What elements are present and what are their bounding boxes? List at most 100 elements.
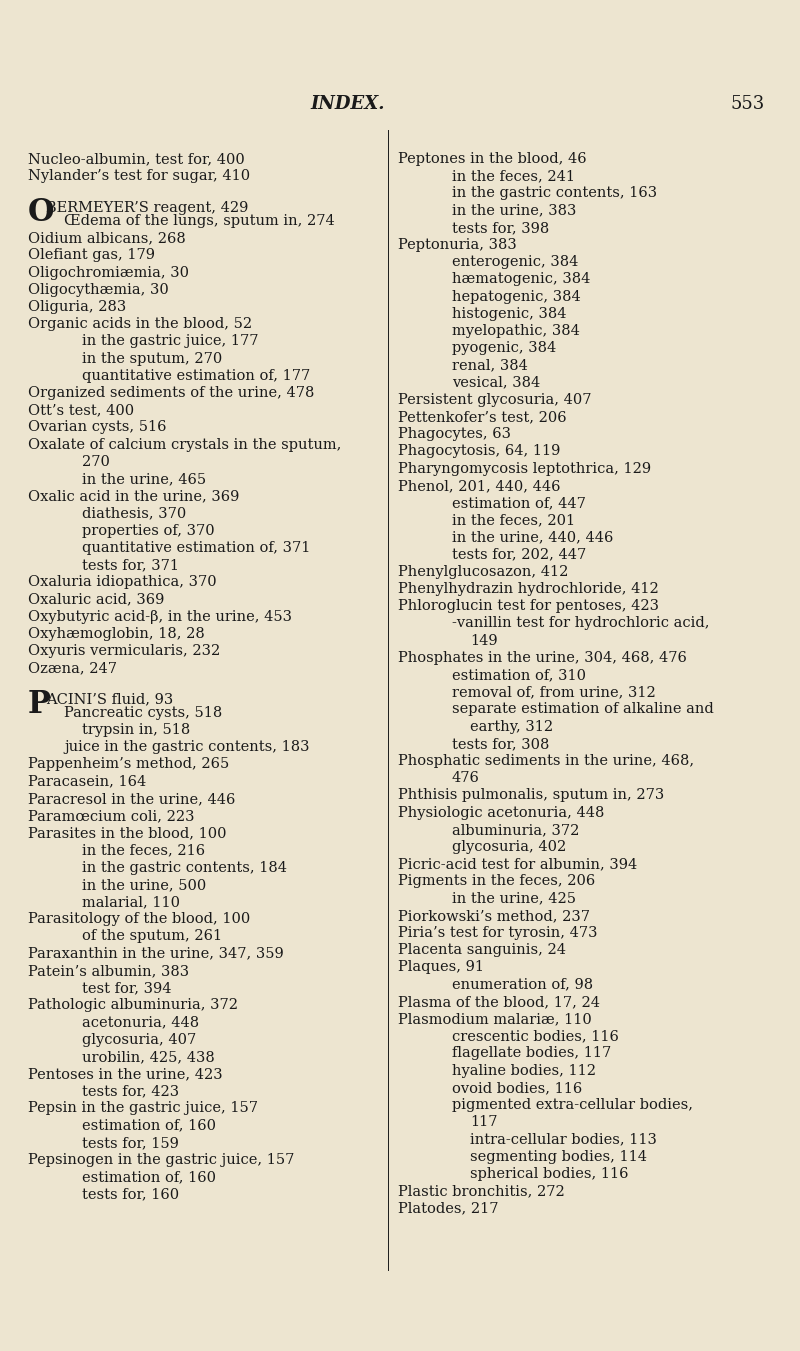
Text: in the feces, 201: in the feces, 201 xyxy=(452,513,575,527)
Text: acetonuria, 448: acetonuria, 448 xyxy=(82,1016,199,1029)
Text: Plastic bronchitis, 272: Plastic bronchitis, 272 xyxy=(398,1183,565,1198)
Text: in the sputum, 270: in the sputum, 270 xyxy=(82,351,222,366)
Text: spherical bodies, 116: spherical bodies, 116 xyxy=(470,1167,629,1181)
Text: separate estimation of alkaline and: separate estimation of alkaline and xyxy=(452,703,714,716)
Text: Olefiant gas, 179: Olefiant gas, 179 xyxy=(28,249,155,262)
Text: O: O xyxy=(28,197,54,228)
Text: Phosphatic sediments in the urine, 468,: Phosphatic sediments in the urine, 468, xyxy=(398,754,694,767)
Text: glycosuria, 407: glycosuria, 407 xyxy=(82,1032,196,1047)
Text: juice in the gastric contents, 183: juice in the gastric contents, 183 xyxy=(64,740,310,754)
Text: pyogenic, 384: pyogenic, 384 xyxy=(452,342,556,355)
Text: Oxalate of calcium crystals in the sputum,: Oxalate of calcium crystals in the sputu… xyxy=(28,438,342,451)
Text: 270: 270 xyxy=(82,455,110,469)
Text: tests for, 371: tests for, 371 xyxy=(82,558,179,571)
Text: Placenta sanguinis, 24: Placenta sanguinis, 24 xyxy=(398,943,566,958)
Text: Picric-acid test for albumin, 394: Picric-acid test for albumin, 394 xyxy=(398,857,638,871)
Text: malarial, 110: malarial, 110 xyxy=(82,896,180,909)
Text: Platodes, 217: Platodes, 217 xyxy=(398,1201,498,1215)
Text: Piria’s test for tyrosin, 473: Piria’s test for tyrosin, 473 xyxy=(398,925,598,940)
Text: Ovarian cysts, 516: Ovarian cysts, 516 xyxy=(28,420,166,434)
Text: Phenol, 201, 440, 446: Phenol, 201, 440, 446 xyxy=(398,478,561,493)
Text: Ott’s test, 400: Ott’s test, 400 xyxy=(28,403,134,417)
Text: histogenic, 384: histogenic, 384 xyxy=(452,307,566,320)
Text: hepatogenic, 384: hepatogenic, 384 xyxy=(452,289,581,304)
Text: in the gastric juice, 177: in the gastric juice, 177 xyxy=(82,334,258,349)
Text: -vanillin test for hydrochloric acid,: -vanillin test for hydrochloric acid, xyxy=(452,616,710,631)
Text: glycosuria, 402: glycosuria, 402 xyxy=(452,840,566,854)
Text: flagellate bodies, 117: flagellate bodies, 117 xyxy=(452,1047,611,1061)
Text: in the urine, 465: in the urine, 465 xyxy=(82,471,206,486)
Text: 149: 149 xyxy=(470,634,498,647)
Text: Pepsin in the gastric juice, 157: Pepsin in the gastric juice, 157 xyxy=(28,1101,258,1116)
Text: ACINI’S fluid, 93: ACINI’S fluid, 93 xyxy=(46,693,174,707)
Text: Oligochromiæmia, 30: Oligochromiæmia, 30 xyxy=(28,266,189,280)
Text: Phosphates in the urine, 304, 468, 476: Phosphates in the urine, 304, 468, 476 xyxy=(398,651,687,665)
Text: Pentoses in the urine, 423: Pentoses in the urine, 423 xyxy=(28,1067,222,1081)
Text: hæmatogenic, 384: hæmatogenic, 384 xyxy=(452,273,590,286)
Text: in the feces, 241: in the feces, 241 xyxy=(452,169,575,184)
Text: Paraxanthin in the urine, 347, 359: Paraxanthin in the urine, 347, 359 xyxy=(28,947,284,961)
Text: 553: 553 xyxy=(730,95,764,113)
Text: Ozæna, 247: Ozæna, 247 xyxy=(28,661,117,676)
Text: Nucleo-albumin, test for, 400: Nucleo-albumin, test for, 400 xyxy=(28,153,245,166)
Text: vesical, 384: vesical, 384 xyxy=(452,376,540,389)
Text: 117: 117 xyxy=(470,1115,498,1129)
Text: in the gastric contents, 184: in the gastric contents, 184 xyxy=(82,861,287,874)
Text: estimation of, 160: estimation of, 160 xyxy=(82,1170,216,1185)
Text: Phagocytosis, 64, 119: Phagocytosis, 64, 119 xyxy=(398,444,560,458)
Text: tests for, 159: tests for, 159 xyxy=(82,1136,179,1150)
Text: Phthisis pulmonalis, sputum in, 273: Phthisis pulmonalis, sputum in, 273 xyxy=(398,789,664,802)
Text: Persistent glycosuria, 407: Persistent glycosuria, 407 xyxy=(398,393,591,407)
Text: Oxyhæmoglobin, 18, 28: Oxyhæmoglobin, 18, 28 xyxy=(28,627,205,640)
Text: urobilin, 425, 438: urobilin, 425, 438 xyxy=(82,1050,214,1063)
Text: Pharyngomycosis leptothrica, 129: Pharyngomycosis leptothrica, 129 xyxy=(398,462,651,476)
Text: Phenylglucosazon, 412: Phenylglucosazon, 412 xyxy=(398,565,568,578)
Text: intra-cellular bodies, 113: intra-cellular bodies, 113 xyxy=(470,1132,657,1147)
Text: tests for, 398: tests for, 398 xyxy=(452,220,550,235)
Text: Oxalic acid in the urine, 369: Oxalic acid in the urine, 369 xyxy=(28,489,239,503)
Text: estimation of, 447: estimation of, 447 xyxy=(452,496,586,509)
Text: in the urine, 383: in the urine, 383 xyxy=(452,204,576,218)
Text: Parasitology of the blood, 100: Parasitology of the blood, 100 xyxy=(28,912,250,927)
Text: tests for, 160: tests for, 160 xyxy=(82,1188,179,1201)
Text: enumeration of, 98: enumeration of, 98 xyxy=(452,978,593,992)
Text: Oidium albicans, 268: Oidium albicans, 268 xyxy=(28,231,186,245)
Text: ovoid bodies, 116: ovoid bodies, 116 xyxy=(452,1081,582,1094)
Text: Oxaluria idiopathica, 370: Oxaluria idiopathica, 370 xyxy=(28,576,217,589)
Text: Pigments in the feces, 206: Pigments in the feces, 206 xyxy=(398,874,595,889)
Text: Pepsinogen in the gastric juice, 157: Pepsinogen in the gastric juice, 157 xyxy=(28,1152,294,1167)
Text: pigmented extra-cellular bodies,: pigmented extra-cellular bodies, xyxy=(452,1098,693,1112)
Text: earthy, 312: earthy, 312 xyxy=(470,720,553,734)
Text: INDEX.: INDEX. xyxy=(310,95,385,113)
Text: in the urine, 500: in the urine, 500 xyxy=(82,878,206,892)
Text: properties of, 370: properties of, 370 xyxy=(82,524,214,538)
Text: Organic acids in the blood, 52: Organic acids in the blood, 52 xyxy=(28,317,252,331)
Text: tests for, 423: tests for, 423 xyxy=(82,1085,179,1098)
Text: Pettenkofer’s test, 206: Pettenkofer’s test, 206 xyxy=(398,409,566,424)
Text: Œdema of the lungs, sputum in, 274: Œdema of the lungs, sputum in, 274 xyxy=(64,213,334,228)
Text: 476: 476 xyxy=(452,771,480,785)
Text: trypsin in, 518: trypsin in, 518 xyxy=(82,723,190,738)
Text: Plasmodium malariæ, 110: Plasmodium malariæ, 110 xyxy=(398,1012,592,1025)
Text: Plaques, 91: Plaques, 91 xyxy=(398,961,484,974)
Text: BERMEYER’S reagent, 429: BERMEYER’S reagent, 429 xyxy=(46,201,248,215)
Text: Pappenheim’s method, 265: Pappenheim’s method, 265 xyxy=(28,758,230,771)
Text: Oxybutyric acid-β, in the urine, 453: Oxybutyric acid-β, in the urine, 453 xyxy=(28,609,292,624)
Text: estimation of, 160: estimation of, 160 xyxy=(82,1119,216,1132)
Text: diathesis, 370: diathesis, 370 xyxy=(82,507,186,520)
Text: Oligocythæmia, 30: Oligocythæmia, 30 xyxy=(28,282,169,297)
Text: Physiologic acetonuria, 448: Physiologic acetonuria, 448 xyxy=(398,805,604,820)
Text: Organized sediments of the urine, 478: Organized sediments of the urine, 478 xyxy=(28,386,314,400)
Text: Phagocytes, 63: Phagocytes, 63 xyxy=(398,427,511,442)
Text: in the feces, 216: in the feces, 216 xyxy=(82,843,205,858)
Text: enterogenic, 384: enterogenic, 384 xyxy=(452,255,578,269)
Text: Parasites in the blood, 100: Parasites in the blood, 100 xyxy=(28,827,226,840)
Text: Oxyuris vermicularis, 232: Oxyuris vermicularis, 232 xyxy=(28,644,220,658)
Text: segmenting bodies, 114: segmenting bodies, 114 xyxy=(470,1150,647,1163)
Text: Piorkowski’s method, 237: Piorkowski’s method, 237 xyxy=(398,909,590,923)
Text: in the gastric contents, 163: in the gastric contents, 163 xyxy=(452,186,657,200)
Text: Paracresol in the urine, 446: Paracresol in the urine, 446 xyxy=(28,792,235,805)
Text: Peptones in the blood, 46: Peptones in the blood, 46 xyxy=(398,153,586,166)
Text: hyaline bodies, 112: hyaline bodies, 112 xyxy=(452,1063,596,1078)
Text: of the sputum, 261: of the sputum, 261 xyxy=(82,929,222,943)
